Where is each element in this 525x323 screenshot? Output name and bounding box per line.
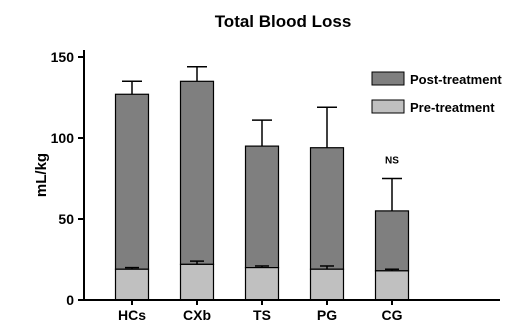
legend: Post-treatment Pre-treatment — [371, 71, 502, 115]
y-tick-label: 150 — [51, 49, 75, 65]
y-axis-label: mL/kg — [33, 153, 50, 197]
legend-label-pre-treatment: Pre-treatment — [410, 100, 495, 115]
x-tick-label: CG — [382, 307, 403, 323]
bar-pre-treatment — [374, 270, 410, 301]
bar-pre-treatment — [114, 268, 150, 301]
legend-swatch-pre-treatment — [371, 99, 405, 114]
bar-post-treatment — [374, 210, 410, 272]
annotation-label: NS — [385, 156, 399, 167]
y-tick-label: 100 — [51, 130, 75, 146]
bar-post-treatment — [114, 93, 150, 270]
x-tick-label: TS — [253, 307, 271, 323]
chart-title: Total Blood Loss — [215, 12, 352, 31]
y-tick-label: 50 — [58, 211, 74, 227]
x-tick-label: PG — [317, 307, 337, 323]
legend-swatch-post-treatment — [371, 71, 405, 86]
plot-area: 0 50 100 150 HCs CXb TS PG CG NS — [51, 49, 410, 323]
bar-post-treatment — [309, 147, 345, 270]
y-tick-label: 0 — [66, 292, 74, 308]
bar-pre-treatment — [244, 267, 280, 301]
legend-label-post-treatment: Post-treatment — [410, 72, 502, 87]
bar-post-treatment — [179, 80, 215, 265]
bar-pre-treatment — [309, 268, 345, 301]
x-tick-label: CXb — [183, 307, 211, 323]
bar-post-treatment — [244, 145, 280, 269]
x-tick-label: HCs — [118, 307, 146, 323]
bar-pre-treatment — [179, 263, 215, 301]
